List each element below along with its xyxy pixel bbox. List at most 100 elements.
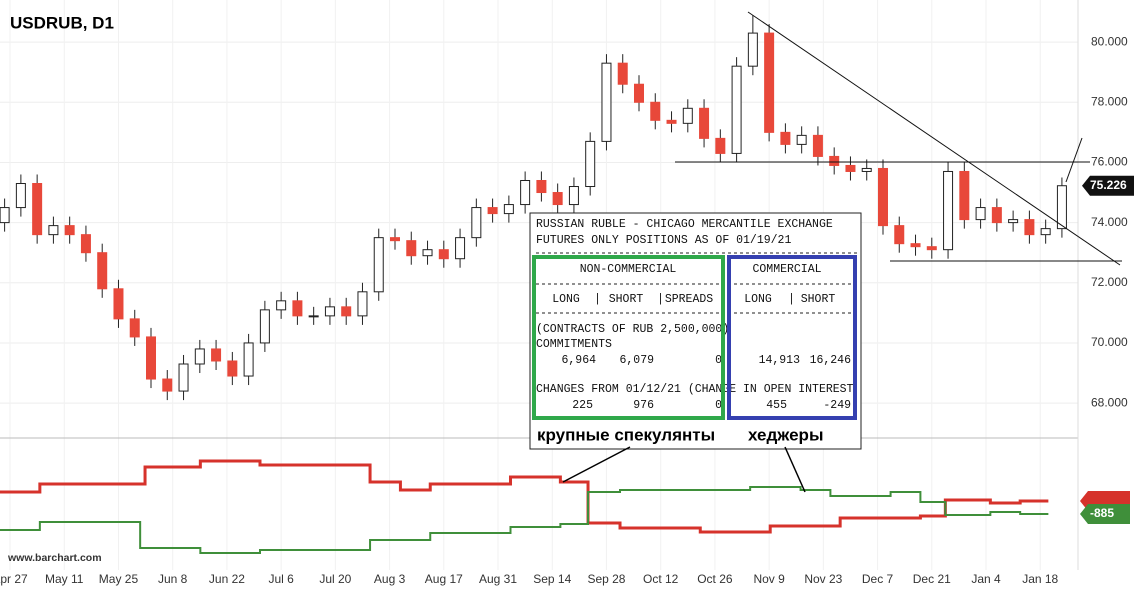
candle-body xyxy=(780,131,791,145)
candle-body xyxy=(926,246,937,251)
candle-body xyxy=(536,179,547,194)
candle-body xyxy=(568,186,579,206)
column-header: SHORT xyxy=(609,293,644,306)
watermark: www.barchart.com xyxy=(7,552,102,564)
x-tick-label: Dec 7 xyxy=(862,572,894,586)
y-tick-label: 72.000 xyxy=(1091,275,1128,289)
row-label: CHANGES FROM 01/12/21 (CHANGE IN OPEN IN… xyxy=(536,383,854,396)
value-tag-label: -885 xyxy=(1090,506,1114,520)
step-line xyxy=(0,459,1049,534)
y-tick-label: 76.000 xyxy=(1091,155,1128,169)
candle-body xyxy=(406,240,417,257)
cell: 0 xyxy=(715,354,722,367)
candle-body xyxy=(715,137,726,154)
candle-body xyxy=(796,134,807,145)
cell: 6,964 xyxy=(561,354,596,367)
cot-title: RUSSIAN RUBLE - CHICAGO MERCANTILE EXCHA… xyxy=(536,218,833,231)
marks xyxy=(0,15,1067,554)
x-tick-label: Oct 26 xyxy=(697,572,733,586)
candle-body xyxy=(861,167,872,172)
candle-body xyxy=(146,336,157,380)
candle-body xyxy=(959,170,970,221)
x-tick-label: Jul 20 xyxy=(319,572,351,586)
annotation: крупные спекулянты xyxy=(537,425,715,444)
projection-line xyxy=(1065,137,1083,183)
candle-body xyxy=(699,107,710,139)
candle-body xyxy=(552,192,563,206)
annotation: хеджеры xyxy=(748,425,823,444)
y-tick-label: 78.000 xyxy=(1091,94,1128,108)
x-tick-label: May 11 xyxy=(45,572,84,586)
candle-body xyxy=(682,107,693,124)
candle-body xyxy=(227,360,238,377)
cell: 455 xyxy=(766,399,787,412)
candle-body xyxy=(812,134,823,157)
candle-body xyxy=(1056,185,1067,230)
candle-body xyxy=(308,315,319,318)
candle-body xyxy=(292,300,303,317)
candle-body xyxy=(438,249,449,260)
group-header: NON-COMMERCIAL xyxy=(580,263,677,276)
trend-line xyxy=(747,11,1121,266)
step-line xyxy=(0,486,1049,554)
candle-body xyxy=(455,237,466,260)
candle-body xyxy=(422,249,433,257)
candle-body xyxy=(1040,228,1051,236)
x-tick-label: Nov 23 xyxy=(804,572,842,586)
tags: 75.226 -885 xyxy=(1080,175,1134,524)
x-tick-label: Sep 28 xyxy=(587,572,625,586)
candle-body xyxy=(520,179,531,206)
x-tick-label: May 25 xyxy=(99,572,139,586)
candle-body xyxy=(341,306,352,317)
y-tick-label: 68.000 xyxy=(1091,395,1128,409)
x-tick-label: Aug 31 xyxy=(479,572,517,586)
x-tick-label: Jul 6 xyxy=(268,572,294,586)
candle-body xyxy=(585,140,596,188)
highlight-box xyxy=(532,255,725,420)
candle-body xyxy=(894,225,905,245)
column-header: LONG xyxy=(552,293,580,306)
candle-body xyxy=(276,300,287,311)
x-tick-label: Jun 8 xyxy=(158,572,188,586)
separator: | xyxy=(657,293,664,306)
x-tick-label: Aug 17 xyxy=(425,572,463,586)
column-header: SPREADS xyxy=(665,293,713,306)
x-tick-label: Oct 12 xyxy=(643,572,679,586)
candle-body xyxy=(113,288,124,320)
candle-body xyxy=(129,318,140,338)
cell: 6,079 xyxy=(619,354,654,367)
candle-body xyxy=(666,119,677,124)
value-tag xyxy=(1080,504,1130,524)
cot-frame xyxy=(529,212,862,450)
cell: 14,913 xyxy=(759,354,801,367)
candle-body xyxy=(601,62,612,142)
candle-body xyxy=(162,378,173,392)
candle-body xyxy=(373,237,384,293)
x-tick-label: Jan 18 xyxy=(1022,572,1058,586)
candle-body xyxy=(975,207,986,221)
y-tick-label: 70.000 xyxy=(1091,335,1128,349)
highlight-box xyxy=(727,255,857,420)
candle-body xyxy=(747,32,758,67)
candle-body xyxy=(0,207,10,224)
separator: | xyxy=(594,293,601,306)
pointer xyxy=(784,446,806,493)
cell: -249 xyxy=(823,399,851,412)
price-tag-label: 75.226 xyxy=(1090,178,1127,192)
y-tick-label: 74.000 xyxy=(1091,215,1128,229)
cell: 976 xyxy=(633,399,654,412)
price-tag xyxy=(1082,175,1134,196)
candle-body xyxy=(910,243,921,248)
x-tick-label: Aug 3 xyxy=(374,572,406,586)
candle-body xyxy=(1008,219,1019,224)
candle-body xyxy=(324,306,335,317)
candle-body xyxy=(97,252,108,290)
candle-body xyxy=(829,155,840,166)
x-tick-label: Sep 14 xyxy=(533,572,571,586)
candle-body xyxy=(32,183,43,236)
candle-body xyxy=(80,234,91,254)
candle-body xyxy=(390,237,401,242)
cot-box: RUSSIAN RUBLE - CHICAGO MERCANTILE EXCHA… xyxy=(529,212,862,450)
column-header: SHORT xyxy=(801,293,836,306)
